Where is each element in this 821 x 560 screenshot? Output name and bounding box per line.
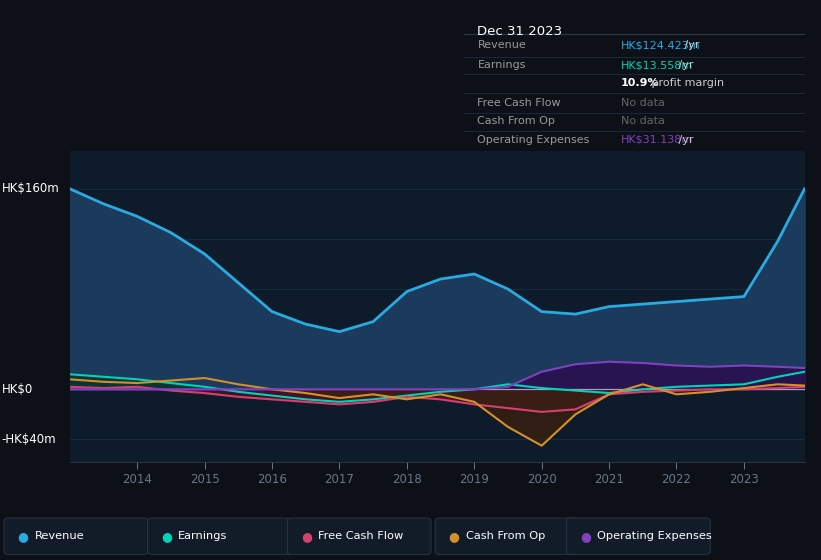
Text: No data: No data bbox=[621, 116, 664, 126]
Text: 10.9%: 10.9% bbox=[621, 78, 659, 87]
Text: Cash From Op: Cash From Op bbox=[466, 531, 545, 542]
Text: /yr: /yr bbox=[681, 40, 699, 50]
Text: Earnings: Earnings bbox=[478, 60, 526, 71]
Text: profit margin: profit margin bbox=[648, 78, 724, 87]
Text: HK$160m: HK$160m bbox=[2, 183, 59, 195]
Text: HK$124.423m: HK$124.423m bbox=[621, 40, 700, 50]
Text: ●: ● bbox=[448, 530, 460, 543]
Text: Free Cash Flow: Free Cash Flow bbox=[478, 97, 561, 108]
Text: ●: ● bbox=[300, 530, 312, 543]
Text: Operating Expenses: Operating Expenses bbox=[478, 135, 589, 144]
Text: Revenue: Revenue bbox=[34, 531, 84, 542]
Text: Free Cash Flow: Free Cash Flow bbox=[318, 531, 403, 542]
Text: HK$0: HK$0 bbox=[2, 383, 33, 396]
Text: No data: No data bbox=[621, 97, 664, 108]
Text: HK$13.558m: HK$13.558m bbox=[621, 60, 693, 71]
Text: ●: ● bbox=[17, 530, 29, 543]
Text: ●: ● bbox=[580, 530, 591, 543]
Text: Operating Expenses: Operating Expenses bbox=[597, 531, 712, 542]
Text: Dec 31 2023: Dec 31 2023 bbox=[478, 26, 562, 39]
Text: /yr: /yr bbox=[675, 60, 694, 71]
Text: ●: ● bbox=[161, 530, 172, 543]
Text: Revenue: Revenue bbox=[478, 40, 526, 50]
Text: Cash From Op: Cash From Op bbox=[478, 116, 555, 126]
Text: /yr: /yr bbox=[675, 135, 694, 144]
Text: -HK$40m: -HK$40m bbox=[2, 433, 57, 446]
Text: HK$31.138m: HK$31.138m bbox=[621, 135, 693, 144]
Text: Earnings: Earnings bbox=[178, 531, 227, 542]
